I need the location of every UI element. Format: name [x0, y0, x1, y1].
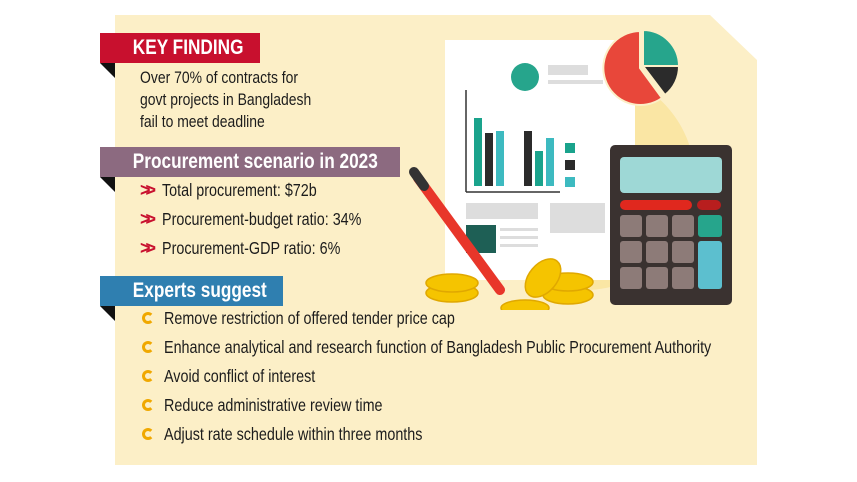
key-finding-header: KEY FINDING: [100, 33, 260, 63]
list-item: >> Procurement-GDP ratio: 6%: [140, 237, 341, 258]
finance-illustration: [409, 28, 732, 310]
document-chart-illustration: [445, 40, 635, 280]
pen-illustration: [409, 167, 505, 295]
circle-arrow-bullet-icon: [142, 370, 154, 382]
list-item: Avoid conflict of interest: [140, 364, 349, 388]
procurement-header: Procurement scenario in 2023: [100, 147, 400, 177]
list-item: Reduce administrative review time: [140, 393, 431, 417]
key-finding-line: govt projects in Bangladesh: [140, 90, 312, 109]
circle-arrow-bullet-icon: [142, 428, 154, 440]
header-fold: [100, 63, 115, 78]
list-item: Enhance analytical and research function…: [140, 335, 831, 359]
circle-arrow-bullet-icon: [142, 341, 154, 353]
list-item: >> Procurement-budget ratio: 34%: [140, 208, 362, 229]
experts-header: Experts suggest: [100, 276, 283, 306]
header-fold: [100, 306, 115, 321]
list-item: Adjust rate schedule within three months: [140, 422, 479, 446]
circle-arrow-bullet-icon: [142, 399, 154, 411]
list-item: >> Total procurement: $72b: [140, 179, 317, 200]
key-finding-line: Over 70% of contracts for: [140, 68, 299, 87]
chevron-double-right-icon: >>: [140, 179, 156, 200]
pie-chart-illustration: [602, 28, 681, 106]
list-item: Remove restriction of offered tender pri…: [140, 306, 519, 330]
key-finding-line: fail to meet deadline: [140, 112, 265, 131]
calculator-illustration: [610, 145, 732, 305]
circle-arrow-bullet-icon: [142, 312, 154, 324]
coins-illustration: [425, 258, 594, 310]
chevron-double-right-icon: >>: [140, 208, 156, 229]
header-fold: [100, 177, 115, 192]
chevron-double-right-icon: >>: [140, 237, 156, 258]
